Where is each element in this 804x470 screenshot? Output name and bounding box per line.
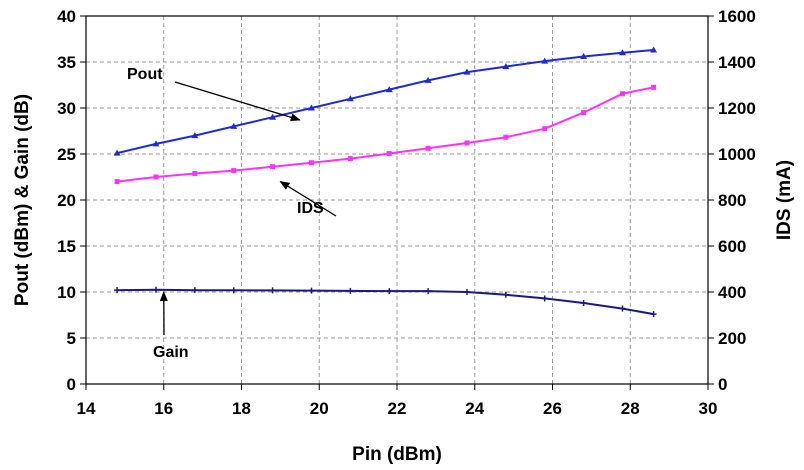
x-tick-label: 24 (465, 399, 484, 418)
ids-data-point (386, 151, 392, 157)
pout-data-point (152, 140, 160, 147)
pout-data-point (230, 122, 238, 129)
left-y-tick-label: 25 (57, 145, 76, 164)
pout-data-point (191, 132, 199, 139)
right-y-axis-title: IDS (mA) (774, 160, 795, 240)
gain-data-point (347, 287, 354, 294)
right-y-tick-label: 200 (718, 329, 746, 348)
gain-data-point (386, 288, 393, 295)
pout-data-point (463, 68, 471, 75)
x-tick-label: 30 (699, 399, 718, 418)
ids-data-point (619, 91, 625, 97)
left-y-tick-label: 20 (57, 191, 76, 210)
gain-data-point (619, 305, 626, 312)
x-tick-label: 14 (77, 399, 96, 418)
right-y-tick-label: 1600 (718, 7, 756, 26)
x-tick-label: 18 (232, 399, 251, 418)
gain-data-point (308, 287, 315, 294)
pout-data-point (269, 113, 277, 120)
gain-data-point (152, 286, 159, 293)
ids-data-point (425, 145, 431, 151)
gain-data-point (191, 287, 198, 294)
right-y-tick-label: 800 (718, 191, 746, 210)
ids-annotation-arrow (279, 181, 337, 217)
pout-annotation-label: Pout (127, 66, 163, 83)
pout-data-point (113, 149, 121, 156)
left-y-tick-label: 30 (57, 99, 76, 118)
gain-data-point (580, 300, 587, 307)
gain-data-point (463, 289, 470, 295)
pout-data-point (650, 46, 658, 53)
pout-data-point (502, 63, 510, 70)
pout-data-point (580, 52, 588, 59)
data-series (113, 46, 658, 318)
left-y-tick-label: 10 (57, 283, 76, 302)
pout-data-point (346, 95, 354, 102)
gain-series-line (117, 288, 654, 316)
ids-data-point (651, 84, 657, 90)
gain-data-point (541, 295, 548, 302)
x-tick-label: 22 (388, 399, 407, 418)
gain-data-point (114, 287, 121, 294)
axis-ticks: 14 16 18 20 22 24 26 28 300510152025303540020040… (57, 7, 756, 418)
x-tick-label: 16 (154, 399, 173, 418)
ids-data-point (581, 110, 587, 116)
pout-data-point (618, 49, 626, 56)
ids-data-point (503, 134, 509, 140)
pout-annotation-arrow (174, 81, 301, 122)
left-y-tick-label: 35 (57, 53, 76, 72)
ids-data-point (153, 174, 159, 180)
pout-data-point (424, 76, 432, 83)
ids-data-point (114, 179, 120, 185)
pout-data-point (307, 104, 315, 111)
x-tick-label: 26 (543, 399, 562, 418)
x-axis-title: Pin (dBm) (352, 444, 442, 465)
ids-data-point (270, 164, 276, 170)
right-y-tick-label: 600 (718, 237, 746, 256)
right-y-tick-label: 1000 (718, 145, 756, 164)
ids-data-point (192, 171, 198, 177)
pout-data-point (541, 57, 549, 64)
gain-data-point (425, 288, 432, 295)
ids-data-point (542, 126, 548, 132)
gain-data-point (650, 311, 657, 318)
left-y-tick-label: 5 (67, 329, 76, 348)
gain-data-point (502, 291, 509, 298)
ids-data-point (231, 168, 237, 174)
left-y-axis-title: Pout (dBm) & Gain (dB) (12, 94, 33, 306)
ids-annotation-label: IDS (297, 200, 324, 217)
gain-annotation-label: Gain (153, 344, 189, 361)
ids-data-point (464, 140, 470, 146)
ids-data-point (308, 160, 314, 166)
pout-data-point (385, 86, 393, 93)
gain-data-point (269, 287, 276, 294)
left-y-tick-label: 0 (67, 375, 76, 394)
series-annotations: Pout IDS Gain (127, 66, 337, 361)
left-y-tick-label: 15 (57, 237, 76, 256)
right-y-tick-label: 0 (718, 375, 727, 394)
x-tick-label: 28 (621, 399, 640, 418)
right-y-tick-label: 1400 (718, 53, 756, 72)
left-y-tick-label: 40 (57, 7, 76, 26)
gridlines (86, 16, 708, 384)
x-tick-label: 20 (310, 399, 329, 418)
right-y-tick-label: 400 (718, 283, 746, 302)
gain-data-point (230, 287, 237, 294)
right-y-tick-label: 1200 (718, 99, 756, 118)
ids-data-point (347, 156, 353, 162)
